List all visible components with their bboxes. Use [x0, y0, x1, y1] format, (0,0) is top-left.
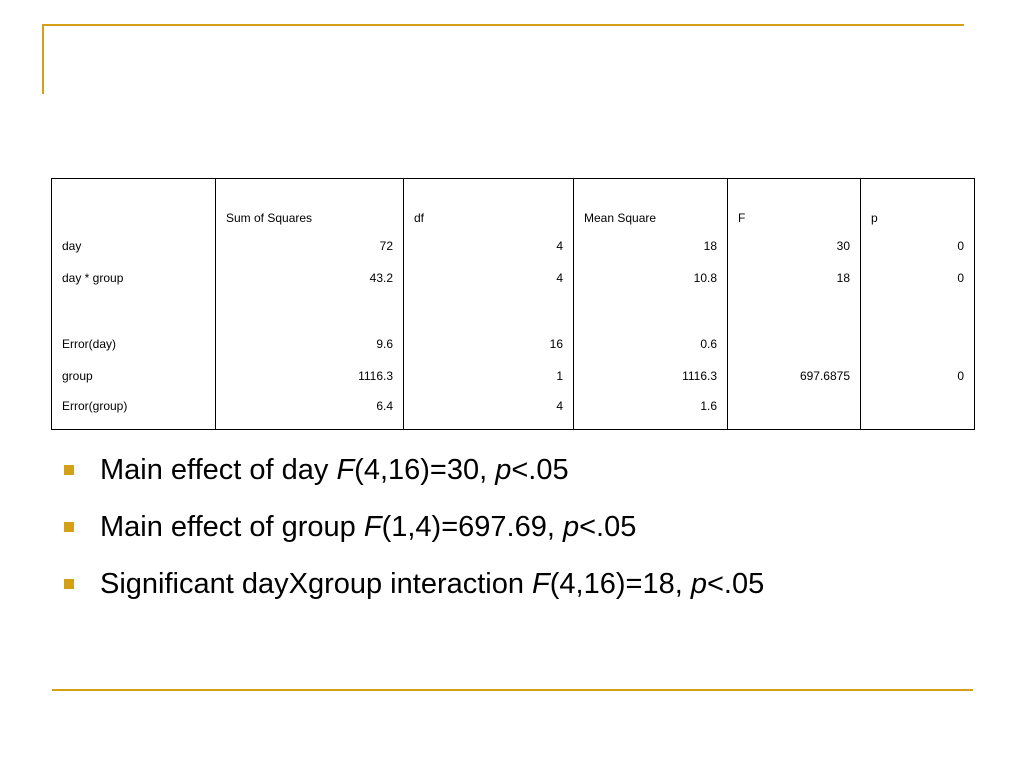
bullet-tail: <.05 — [706, 568, 765, 600]
cell-source: Error(group) — [51, 392, 216, 430]
cell-f: 30 — [727, 230, 861, 262]
header-sum-of-squares: Sum of Squares — [215, 178, 404, 230]
cell-ss: 43.2 — [215, 262, 404, 294]
table-header-row: Sum of Squares df Mean Square F p — [51, 178, 975, 230]
p-symbol: p — [495, 454, 512, 486]
bullet-lead: Significant dayXgroup interaction — [100, 568, 533, 600]
cell-p: 0 — [860, 262, 975, 294]
header-source — [51, 178, 216, 230]
cell-f: 697.6875 — [727, 360, 861, 392]
p-symbol: p — [562, 511, 580, 543]
cell-f: 18 — [727, 262, 861, 294]
table-row: group 1116.3 1 1116.3 697.6875 0 — [51, 360, 975, 392]
cell-df: 16 — [403, 328, 574, 360]
f-symbol: F — [336, 454, 355, 486]
anova-table: Sum of Squares df Mean Square F p day 72… — [51, 178, 975, 430]
cell-p: 0 — [860, 360, 975, 392]
cell-ms: 18 — [573, 230, 728, 262]
table-row: Error(group) 6.4 4 1.6 — [51, 392, 975, 430]
cell-df: 1 — [403, 360, 574, 392]
cell-ss: 72 — [215, 230, 404, 262]
bullet-item: Main effect of group F(1,4)=697.69, p<.0… — [62, 505, 764, 562]
cell-p — [860, 328, 975, 360]
cell-ss: 6.4 — [215, 392, 404, 430]
cell-ms: 1.6 — [573, 392, 728, 430]
cell-source: group — [51, 360, 216, 392]
cell-df: 4 — [403, 230, 574, 262]
cell-source — [51, 294, 216, 328]
square-bullet-icon — [64, 465, 74, 475]
p-symbol: p — [690, 568, 707, 600]
results-bullet-list: Main effect of day F(4,16)=30, p<.05 Mai… — [62, 448, 764, 619]
cell-df: 4 — [403, 392, 574, 430]
cell-f — [727, 392, 861, 430]
cell-ms: 0.6 — [573, 328, 728, 360]
cell-ss — [215, 294, 404, 328]
cell-p — [860, 392, 975, 430]
square-bullet-icon — [64, 522, 74, 532]
bullet-stat: (1,4)=697.69, — [381, 511, 563, 543]
cell-ss: 9.6 — [215, 328, 404, 360]
bullet-lead: Main effect of day — [100, 454, 337, 486]
cell-ms: 10.8 — [573, 262, 728, 294]
bullet-stat: (4,16)=30, — [354, 454, 496, 486]
bottom-accent-rule — [52, 689, 973, 691]
f-symbol: F — [532, 568, 550, 600]
cell-ms — [573, 294, 728, 328]
table-row — [51, 294, 975, 328]
header-f: F — [727, 178, 861, 230]
cell-ms: 1116.3 — [573, 360, 728, 392]
bullet-lead: Main effect of group — [100, 511, 364, 543]
cell-source: day — [51, 230, 216, 262]
cell-f — [727, 328, 861, 360]
cell-ss: 1116.3 — [215, 360, 404, 392]
cell-p: 0 — [860, 230, 975, 262]
header-df: df — [403, 178, 574, 230]
cell-source: Error(day) — [51, 328, 216, 360]
square-bullet-icon — [64, 579, 74, 589]
table-row: Error(day) 9.6 16 0.6 — [51, 328, 975, 360]
header-mean-square: Mean Square — [573, 178, 728, 230]
table-row: day * group 43.2 4 10.8 18 0 — [51, 262, 975, 294]
top-accent-rule — [42, 24, 964, 26]
cell-f — [727, 294, 861, 328]
table-row: day 72 4 18 30 0 — [51, 230, 975, 262]
bullet-tail: <.05 — [511, 454, 569, 486]
bullet-item: Significant dayXgroup interaction F(4,16… — [62, 562, 764, 619]
cell-source: day * group — [51, 262, 216, 294]
f-symbol: F — [363, 511, 382, 543]
bullet-stat: (4,16)=18, — [549, 568, 691, 600]
bullet-item: Main effect of day F(4,16)=30, p<.05 — [62, 448, 764, 505]
cell-df — [403, 294, 574, 328]
header-p: p — [860, 178, 975, 230]
bullet-tail: <.05 — [579, 511, 637, 543]
left-accent-rule — [42, 24, 44, 94]
cell-df: 4 — [403, 262, 574, 294]
cell-p — [860, 294, 975, 328]
